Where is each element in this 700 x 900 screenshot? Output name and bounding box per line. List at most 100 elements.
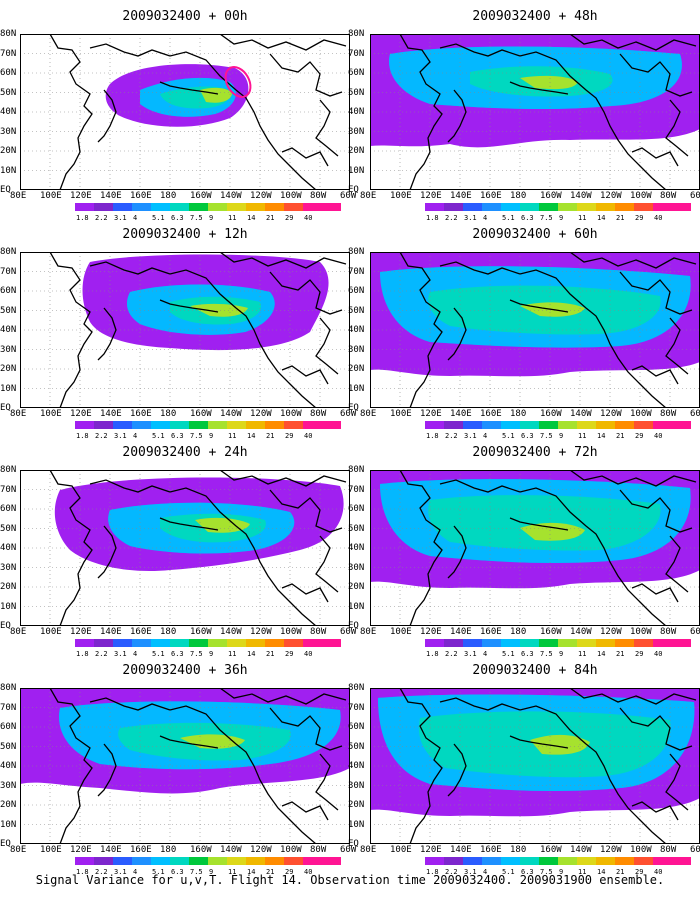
- lon-tick-label: 120W: [600, 845, 622, 855]
- colorbar-label: 4: [483, 214, 488, 222]
- colorbar-label: 3.1: [114, 214, 127, 222]
- colorbar-label: 4: [483, 432, 488, 440]
- coastline: [665, 99, 689, 157]
- coastline: [399, 470, 443, 626]
- lon-tick-label: 100W: [630, 409, 652, 419]
- lon-tick-label: 180: [160, 409, 177, 419]
- lat-tick-label: 50N: [348, 305, 365, 316]
- panel-title: 2009032400 + 60h: [472, 227, 598, 242]
- lat-tick-label: 50N: [348, 523, 365, 534]
- colorbar-swatch: [151, 857, 170, 865]
- colorbar-swatch: [672, 203, 691, 211]
- colorbar-label: 14: [247, 868, 256, 876]
- colorbar-swatch: [653, 639, 672, 647]
- colorbar-swatch: [132, 639, 151, 647]
- colorbar-swatch: [482, 203, 501, 211]
- lat-tick-label: 20N: [348, 800, 365, 810]
- lat-tick-label: EQ: [348, 839, 359, 849]
- colorbar-swatch: [208, 203, 227, 211]
- colorbar-label: 2.2: [445, 432, 458, 440]
- colorbar-swatch: [322, 857, 341, 865]
- colorbar-label: 14: [597, 432, 606, 440]
- coastline: [97, 525, 117, 579]
- lon-tick-label: 120E: [70, 409, 92, 419]
- map-panel: 2009032400 + 00h 80N 70N 60N 50N 40N 30N 20N 10N…: [0, 8, 356, 222]
- colorbar-swatch: [113, 639, 132, 647]
- colorbar-swatch: [75, 857, 94, 865]
- lon-tick-label: 140W: [220, 191, 242, 201]
- colorbar-swatch: [227, 857, 246, 865]
- lon-tick-label: 100E: [390, 627, 412, 637]
- coastline: [665, 535, 689, 593]
- colorbar-swatch: [558, 857, 577, 865]
- coastline: [509, 299, 569, 313]
- coastline: [519, 705, 667, 844]
- colorbar-label: 2.2: [445, 214, 458, 222]
- colorbar-label: 21: [616, 432, 625, 440]
- colorbar-label: 40: [654, 868, 663, 876]
- colorbar-swatch: [322, 639, 341, 647]
- lat-tick-label: 10N: [348, 601, 365, 612]
- colorbar-swatch: [75, 639, 94, 647]
- lat-tick-label: 70N: [348, 48, 365, 59]
- coastline: [399, 688, 443, 844]
- colorbar-swatch: [520, 857, 539, 865]
- colorbar-label: 29: [635, 432, 644, 440]
- colorbar-label: 21: [616, 214, 625, 222]
- variance-contour-core: [200, 87, 232, 103]
- coastline: [619, 271, 693, 315]
- lon-tick-label: 80E: [360, 409, 377, 419]
- coastline: [447, 743, 467, 797]
- lon-tick-label: 80W: [660, 627, 677, 637]
- colorbar-swatch: [189, 421, 208, 429]
- colorbar-swatch: [501, 203, 520, 211]
- lon-tick-label: 80E: [360, 627, 377, 637]
- colorbar-label: 6.3: [171, 868, 184, 876]
- lon-tick-label: 120W: [250, 191, 272, 201]
- colorbar-swatch: [577, 421, 596, 429]
- coastline: [49, 34, 93, 190]
- colorbar-swatch: [322, 421, 341, 429]
- lat-tick-label: 70N: [348, 484, 365, 495]
- lat-tick-label: 80N: [0, 247, 17, 257]
- lon-tick-label: 80E: [10, 845, 27, 855]
- colorbar-swatch: [265, 639, 284, 647]
- lon-tick-label: 140W: [220, 845, 242, 855]
- colorbar-label: 29: [285, 214, 294, 222]
- lon-tick-label: 60W: [690, 845, 700, 855]
- colorbar-label: 2.2: [95, 432, 108, 440]
- colorbar-swatch: [634, 857, 653, 865]
- lat-tick-label: 10N: [0, 601, 17, 612]
- colorbar-label: 7.5: [190, 214, 203, 222]
- colorbar-label: 2.2: [95, 868, 108, 876]
- colorbar: [425, 857, 691, 865]
- colorbar-swatch: [113, 421, 132, 429]
- colorbar-swatch: [246, 203, 265, 211]
- colorbar-swatch: [539, 203, 558, 211]
- colorbar: [425, 203, 691, 211]
- lon-tick-label: 120W: [250, 409, 272, 419]
- colorbar-label: 5.1: [502, 650, 515, 658]
- lat-tick-label: 80N: [0, 683, 17, 693]
- coastline: [219, 34, 347, 51]
- lat-tick-label: 80N: [348, 29, 365, 39]
- coastline: [281, 583, 329, 603]
- colorbar-swatch: [558, 421, 577, 429]
- coastline: [439, 261, 521, 275]
- lat-tick-label: 70N: [0, 702, 17, 713]
- colorbar-swatch: [615, 203, 634, 211]
- coastline: [169, 269, 317, 408]
- colorbar-label: 9: [559, 432, 564, 440]
- lon-tick-label: 120E: [70, 627, 92, 637]
- colorbar-swatch: [539, 421, 558, 429]
- colorbar-swatch: [227, 203, 246, 211]
- coastline: [447, 525, 467, 579]
- lon-tick-label: 140W: [570, 845, 592, 855]
- colorbar-swatch: [265, 203, 284, 211]
- lat-tick-label: 60N: [348, 722, 365, 732]
- colorbar-swatch: [132, 421, 151, 429]
- colorbar-label: 29: [285, 650, 294, 658]
- colorbar-label: 14: [597, 214, 606, 222]
- colorbar-label: 21: [616, 868, 625, 876]
- colorbar-swatch: [520, 203, 539, 211]
